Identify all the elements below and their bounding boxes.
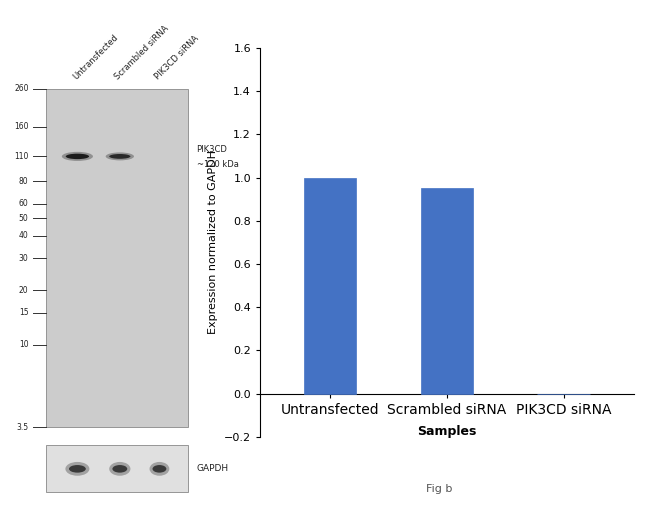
Text: 50: 50 — [19, 214, 29, 223]
Text: 160: 160 — [14, 123, 29, 131]
Text: 10: 10 — [19, 340, 29, 349]
Ellipse shape — [69, 465, 86, 473]
Ellipse shape — [112, 465, 127, 473]
Bar — [304, 178, 356, 393]
Ellipse shape — [109, 462, 131, 476]
Text: Scrambled siRNA: Scrambled siRNA — [114, 24, 171, 82]
Text: 20: 20 — [19, 286, 29, 295]
Text: ~120 kDa: ~120 kDa — [196, 160, 239, 169]
Bar — [46, 89, 188, 427]
Text: 40: 40 — [19, 231, 29, 240]
Y-axis label: Expression normalized to GAPDH: Expression normalized to GAPDH — [208, 150, 218, 334]
Text: 260: 260 — [14, 84, 29, 93]
Text: 60: 60 — [19, 199, 29, 209]
Text: 110: 110 — [14, 152, 29, 161]
Text: Fig b: Fig b — [426, 484, 452, 494]
Ellipse shape — [153, 465, 166, 473]
Text: 15: 15 — [19, 308, 29, 317]
Text: GAPDH: GAPDH — [196, 464, 229, 473]
Ellipse shape — [62, 152, 93, 161]
Text: 80: 80 — [19, 177, 29, 186]
Text: 30: 30 — [19, 254, 29, 263]
Ellipse shape — [150, 462, 170, 476]
Ellipse shape — [106, 153, 134, 161]
Text: PIK3CD siRNA: PIK3CD siRNA — [153, 34, 201, 82]
Bar — [421, 188, 473, 393]
Text: 3.5: 3.5 — [16, 423, 29, 432]
Ellipse shape — [66, 462, 90, 476]
Bar — [46, 445, 188, 492]
Text: PIK3CD: PIK3CD — [196, 145, 227, 155]
X-axis label: Samples: Samples — [417, 425, 476, 438]
Ellipse shape — [109, 154, 131, 159]
Ellipse shape — [66, 154, 89, 159]
Text: Untransfected: Untransfected — [71, 33, 120, 82]
